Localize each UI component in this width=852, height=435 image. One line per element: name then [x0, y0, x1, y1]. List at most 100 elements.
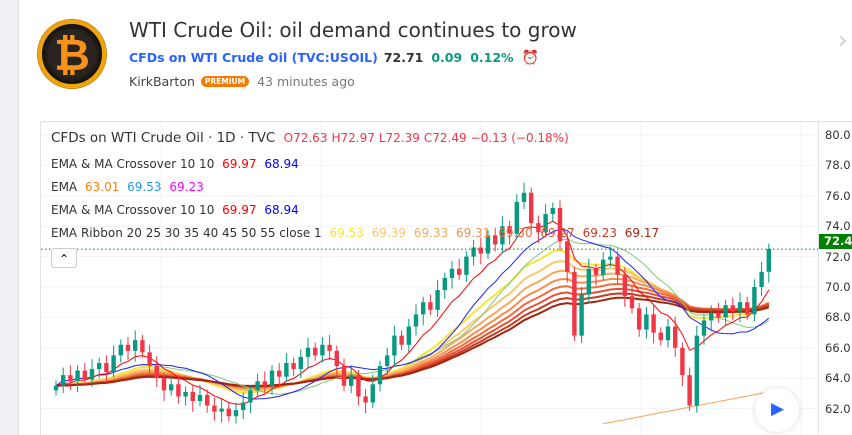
- indicator-legend[interactable]: EMA & MA Crossover 10 10 69.97 68.94: [51, 203, 299, 217]
- y-tick-label: 72.0: [825, 249, 851, 264]
- chart-panel[interactable]: CFDs on WTI Crude Oil · 1D · TVC O72.63 H…: [40, 121, 852, 435]
- y-tick-label: 80.0: [825, 128, 851, 142]
- author-line: KirkBarton PREMIUM 43 minutes ago: [129, 74, 355, 89]
- y-tick-label: 76.0: [825, 188, 851, 203]
- candle-body: [601, 259, 606, 275]
- author-name[interactable]: KirkBarton: [129, 74, 195, 89]
- candle-body: [471, 247, 476, 257]
- last-price-label: 72.4: [819, 233, 852, 249]
- indicator-legend[interactable]: EMA Ribbon 20 25 30 35 40 45 50 55 close…: [51, 226, 659, 240]
- indicator-value: 69.97: [222, 203, 257, 217]
- candle-body: [428, 302, 433, 310]
- candle-body: [680, 347, 685, 376]
- candle-body: [147, 352, 152, 367]
- candle-body: [183, 391, 188, 397]
- candle-body: [701, 320, 707, 336]
- candle-body: [536, 223, 541, 233]
- chart-header: CFDs on WTI Crude Oil · 1D · TVC O72.63 H…: [51, 130, 569, 146]
- indicator-value: 69.33: [413, 226, 449, 240]
- candle-body: [262, 381, 267, 386]
- candle-body: [766, 249, 771, 272]
- candle-body: [745, 302, 750, 315]
- indicator-value: 69.23: [582, 226, 617, 240]
- indicator-value: 69.17: [624, 226, 660, 240]
- candle-body: [723, 305, 728, 318]
- ema-line: [55, 238, 770, 395]
- indicator-value: 69.53: [329, 226, 364, 240]
- premium-badge: PREMIUM: [200, 76, 250, 87]
- symbol-link[interactable]: CFDs on WTI Crude Oil (TVC:USOIL): [129, 50, 378, 65]
- ohlc-high: H72.97: [331, 131, 375, 145]
- candle-body: [399, 335, 404, 345]
- candle-body: [212, 405, 217, 412]
- candle-body: [658, 332, 663, 341]
- candle-body: [197, 394, 203, 401]
- candle-body: [377, 366, 383, 385]
- candle-body: [341, 366, 347, 386]
- candle-body: [104, 363, 109, 373]
- candle-body: [752, 287, 757, 315]
- candle-body: [421, 302, 426, 315]
- candle-body: [82, 370, 87, 380]
- candle-body: [514, 201, 519, 234]
- candle-body: [176, 384, 181, 397]
- candle-body: [169, 384, 174, 391]
- candle-body: [205, 394, 210, 406]
- author-avatar[interactable]: ₿: [38, 20, 106, 88]
- candle-body: [543, 214, 548, 233]
- candle-body: [363, 396, 368, 403]
- indicator-name: EMA Ribbon 20 25 30 35 40 45 50 55 close…: [51, 226, 322, 240]
- collapse-legend-button[interactable]: ⌃: [51, 248, 77, 268]
- candle-body: [277, 370, 282, 377]
- indicator-legend[interactable]: EMA 63.01 69.53 69.23: [51, 180, 204, 194]
- candle-body: [457, 268, 462, 275]
- candle-body: [521, 192, 527, 202]
- candle-body: [233, 410, 239, 417]
- candle-body: [327, 344, 332, 351]
- candle-body: [442, 277, 447, 291]
- chevron-right-icon[interactable]: ›: [838, 26, 848, 54]
- bitcoin-icon: ₿: [54, 30, 90, 81]
- ohlc-change: −0.13 (−0.18%): [470, 131, 569, 145]
- candle-body: [673, 326, 678, 348]
- candle-body: [248, 390, 253, 403]
- candle-body: [241, 402, 246, 411]
- candle-body: [694, 335, 699, 406]
- candle-body: [406, 326, 411, 345]
- candle-body: [111, 355, 116, 373]
- play-icon: ▶: [771, 399, 785, 419]
- candle-body: [572, 271, 577, 336]
- candle-body: [644, 314, 649, 330]
- indicator-value: 68.94: [264, 203, 299, 217]
- candle-body: [529, 192, 534, 224]
- indicator-name: EMA: [51, 180, 78, 194]
- candle-body: [478, 247, 483, 254]
- indicator-value: 69.53: [127, 180, 162, 194]
- candle-body: [550, 207, 555, 215]
- candle-body: [500, 226, 505, 245]
- candle-body: [226, 408, 231, 417]
- price-plot[interactable]: [41, 122, 818, 434]
- price-axis[interactable]: 80.0 78.0 76.0 74.0 72.0 70.0 68.0 66.0 64.0 62.0…: [818, 122, 852, 434]
- candle-body: [637, 308, 642, 330]
- candle-body: [565, 241, 570, 272]
- candle-body: [190, 391, 195, 401]
- candle-body: [493, 235, 498, 245]
- symbol-price: 72.71: [383, 50, 424, 65]
- indicator-name: EMA & MA Crossover 10 10: [51, 157, 215, 171]
- add-alert-icon[interactable]: ⏰: [521, 50, 540, 66]
- post-time: 43 minutes ago: [257, 74, 355, 89]
- candle-body: [737, 302, 743, 312]
- candle-body: [730, 305, 735, 312]
- candle-body: [665, 326, 671, 341]
- candle-body: [154, 366, 159, 379]
- play-button[interactable]: ▶: [755, 388, 799, 432]
- candle-body: [651, 314, 656, 333]
- y-tick-label: 70.0: [825, 280, 851, 294]
- indicator-legend[interactable]: EMA & MA Crossover 10 10 69.97 68.94: [51, 157, 299, 171]
- candle-body: [305, 347, 311, 357]
- candle-body: [629, 296, 635, 309]
- indicator-value: 69.27: [540, 226, 575, 240]
- candle-body: [334, 350, 339, 367]
- indicator-value: 69.23: [169, 180, 204, 194]
